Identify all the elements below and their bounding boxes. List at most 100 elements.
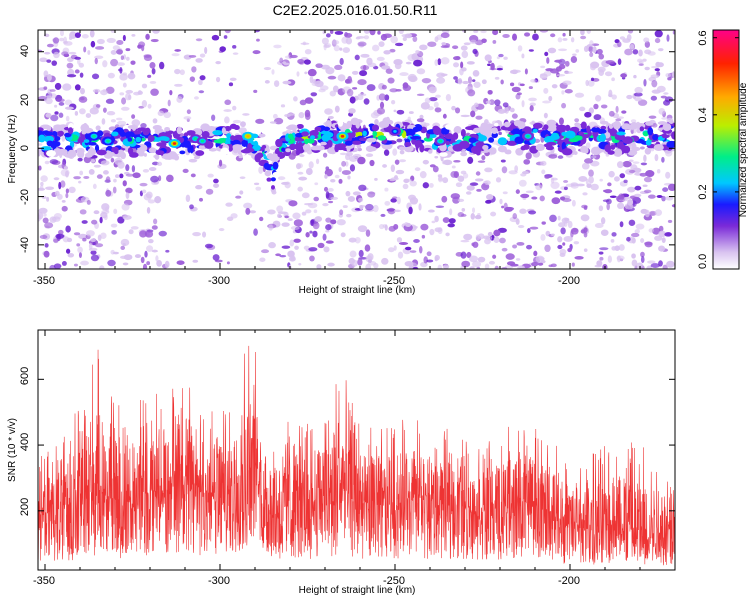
heatmap-cell (267, 209, 276, 215)
heatmap-cell (626, 94, 633, 100)
heatmap-cell (79, 96, 85, 101)
heatmap-cell (545, 145, 554, 151)
heatmap-cell (45, 112, 52, 118)
heatmap-cell (65, 115, 70, 122)
heatmap-cell (459, 68, 464, 76)
heatmap-cell (111, 146, 119, 153)
heatmap-cell (78, 252, 82, 258)
heatmap-cell (469, 182, 479, 186)
heatmap-cell (88, 141, 97, 146)
heatmap-cell (515, 147, 524, 156)
heatmap-cell (155, 150, 165, 156)
heatmap-cell (421, 234, 426, 239)
heatmap-cell (383, 33, 392, 39)
heatmap-cell (191, 66, 197, 73)
heatmap-cell (570, 182, 579, 187)
heatmap-cell (540, 73, 546, 76)
heatmap-cell (543, 112, 548, 119)
heatmap-cell (112, 45, 120, 51)
heatmap-cell (584, 158, 594, 164)
heatmap-cell (388, 247, 395, 253)
heatmap-cell (90, 238, 96, 243)
heatmap-cell (457, 198, 465, 202)
heatmap-cell (156, 161, 163, 167)
heatmap-cell (632, 49, 639, 55)
heatmap-cell (524, 32, 531, 37)
heatmap-cell (550, 233, 555, 236)
heatmap-cell (272, 161, 279, 170)
heatmap-cell (359, 70, 368, 77)
heatmap-cell (249, 210, 257, 214)
heatmap-cell (640, 162, 648, 166)
heatmap-cell (88, 169, 95, 175)
heatmap-cell (574, 255, 584, 260)
heatmap-cell (113, 208, 118, 215)
heatmap-cell (314, 216, 323, 222)
heatmap-cell (211, 34, 220, 41)
heatmap-cell (426, 251, 432, 257)
heatmap-cell (600, 125, 607, 130)
heatmap-cell (438, 176, 443, 182)
heatmap-cell (218, 228, 225, 232)
heatmap-cell (427, 41, 437, 47)
heatmap-panel: -350 -300 -250 -200 Height of straight l… (7, 29, 676, 296)
heatmap-cell (595, 95, 602, 102)
heatmap-cell (264, 80, 270, 84)
heatmap-cell (526, 244, 533, 250)
heatmap-cell (325, 229, 330, 233)
heatmap-cell (43, 135, 55, 143)
heatmap-cell (587, 79, 595, 87)
heatmap-cell (567, 220, 573, 229)
heatmap-cell (122, 180, 127, 187)
heatmap-cell (54, 111, 59, 115)
heatmap-cell (136, 147, 145, 156)
heatmap-cell (363, 35, 370, 40)
heatmap-cell (561, 141, 566, 151)
heatmap-cell (481, 79, 487, 85)
heatmap-cell (105, 86, 115, 94)
heatmap-cell (451, 165, 456, 169)
heatmap-cell (617, 58, 622, 66)
heatmap-cell (317, 242, 325, 249)
heatmap-cell (470, 212, 476, 220)
heatmap-cell (596, 260, 603, 267)
heatmap-cell (369, 159, 375, 167)
heatmap-cell (564, 88, 573, 94)
heatmap-cell (51, 140, 61, 148)
heatmap-cell (629, 43, 635, 50)
heatmap-cell (176, 260, 185, 265)
heatmap-cell (402, 183, 409, 190)
heatmap-cell (647, 194, 656, 199)
heatmap-cell (330, 196, 339, 201)
heatmap-cell (392, 196, 398, 200)
heatmap-cell (497, 108, 506, 114)
heatmap-cell (457, 77, 463, 85)
heatmap-cell (517, 225, 525, 229)
heatmap-cell (650, 74, 660, 79)
heatmap-cell (442, 264, 450, 269)
heatmap-peak (526, 134, 530, 138)
heatmap-cell (473, 81, 481, 88)
heatmap-cell (514, 165, 519, 173)
heatmap-cell (528, 97, 537, 102)
heatmap-cell (314, 182, 319, 186)
heatmap-cell (502, 191, 508, 195)
heatmap-cell (484, 180, 491, 186)
heatmap-cell (537, 262, 544, 266)
heatmap-cell (258, 166, 264, 174)
heatmap-cell (327, 262, 335, 267)
heatmap-cell (110, 30, 116, 33)
heatmap-cell (530, 78, 537, 83)
heatmap-cell (667, 183, 675, 192)
heatmap-cell (436, 77, 446, 84)
y-tick-label: 200 (19, 498, 31, 516)
heatmap-cell (43, 70, 49, 77)
heatmap-cell (39, 185, 44, 190)
heatmap-cell (434, 59, 439, 66)
heatmap-cell (67, 127, 74, 134)
heatmap-cell (434, 156, 439, 159)
heatmap-cell (110, 223, 118, 228)
heatmap-cell (125, 56, 130, 61)
heatmap-cell (485, 100, 492, 104)
heatmap-cell (349, 164, 356, 172)
